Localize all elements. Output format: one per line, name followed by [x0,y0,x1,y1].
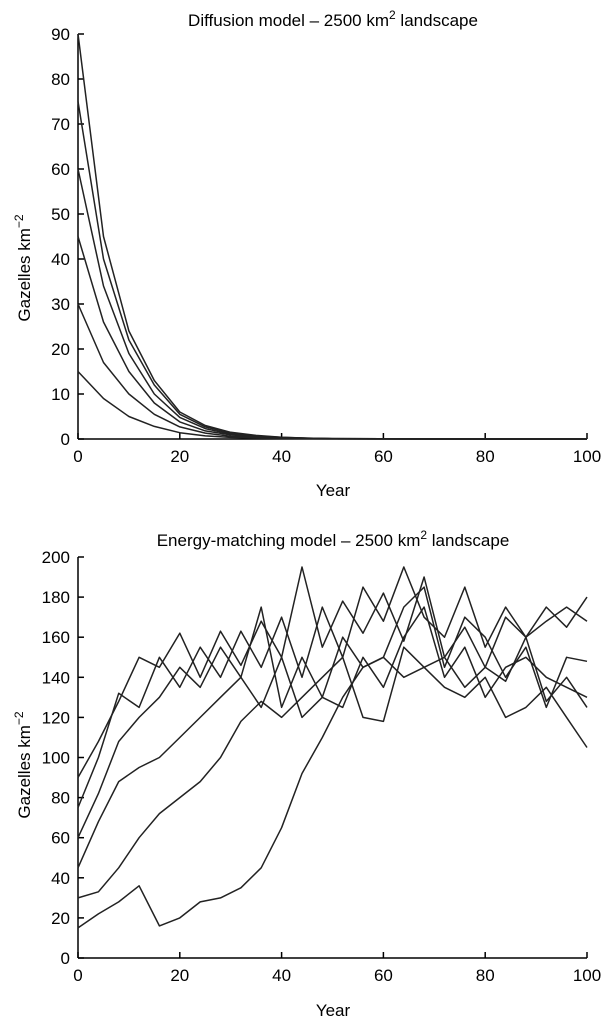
diffusion-plot-ylabel: Gazelles km−2 [12,214,34,322]
energy-y-tick-label: 140 [42,668,70,687]
energy-series-line-4 [77,606,588,869]
diffusion-x-tick-label: 0 [73,447,82,466]
energy-x-tick-label: 60 [374,966,393,985]
diffusion-x-tick-label: 20 [170,447,189,466]
diffusion-y-tick-label: 80 [51,70,70,89]
energy-series-line-1 [77,566,588,778]
diffusion-series-line-3 [77,168,587,440]
diffusion-y-tick-label: 30 [51,295,70,314]
diffusion-series-line-2 [77,101,587,440]
energy-matching-plot-ylabel: Gazelles km−2 [12,711,34,819]
diffusion-y-tick-label: 60 [51,160,70,179]
diffusion-series-line-6 [77,370,587,440]
energy-y-tick-label: 120 [42,708,70,727]
diffusion-plot-title: Diffusion model – 2500 km2 landscape [188,8,478,30]
diffusion-plot-xlabel: Year [316,481,351,500]
diffusion-plot: Diffusion model – 2500 km2 landscape Gaz… [12,8,601,500]
energy-series-line-6 [77,656,588,929]
energy-y-tick-label: 80 [51,789,70,808]
energy-matching-plot: Energy-matching model – 2500 km2 landsca… [12,528,601,1020]
energy-y-tick-label: 40 [51,869,70,888]
diffusion-series-line-4 [77,236,587,440]
diffusion-y-tick-label: 10 [51,385,70,404]
diffusion-x-tick-label: 80 [476,447,495,466]
energy-y-tick-label: 20 [51,909,70,928]
diffusion-series-line-5 [77,303,587,440]
energy-x-tick-label: 40 [272,966,291,985]
energy-y-tick-label: 60 [51,829,70,848]
diffusion-x-tick-label: 100 [573,447,601,466]
energy-matching-plot-xlabel: Year [316,1001,351,1020]
diffusion-y-tick-label: 50 [51,205,70,224]
energy-y-tick-label: 100 [42,749,70,768]
energy-matching-plot-title: Energy-matching model – 2500 km2 landsca… [157,528,510,550]
energy-series-line-5 [77,636,588,899]
energy-y-tick-label: 160 [42,628,70,647]
diffusion-x-tick-label: 60 [374,447,393,466]
diffusion-y-tick-label: 40 [51,250,70,269]
energy-series-line-2 [77,566,588,808]
energy-x-tick-label: 80 [476,966,495,985]
energy-y-tick-label: 0 [61,949,70,968]
diffusion-series-line-1 [77,33,587,440]
diffusion-y-tick-label: 0 [61,430,70,449]
diffusion-y-tick-label: 70 [51,115,70,134]
energy-x-tick-label: 100 [573,966,601,985]
energy-y-tick-label: 180 [42,588,70,607]
diffusion-x-tick-label: 40 [272,447,291,466]
energy-y-tick-label: 200 [42,548,70,567]
energy-x-tick-label: 0 [73,966,82,985]
diffusion-y-tick-label: 90 [51,25,70,44]
energy-x-tick-label: 20 [170,966,189,985]
diffusion-y-tick-label: 20 [51,340,70,359]
